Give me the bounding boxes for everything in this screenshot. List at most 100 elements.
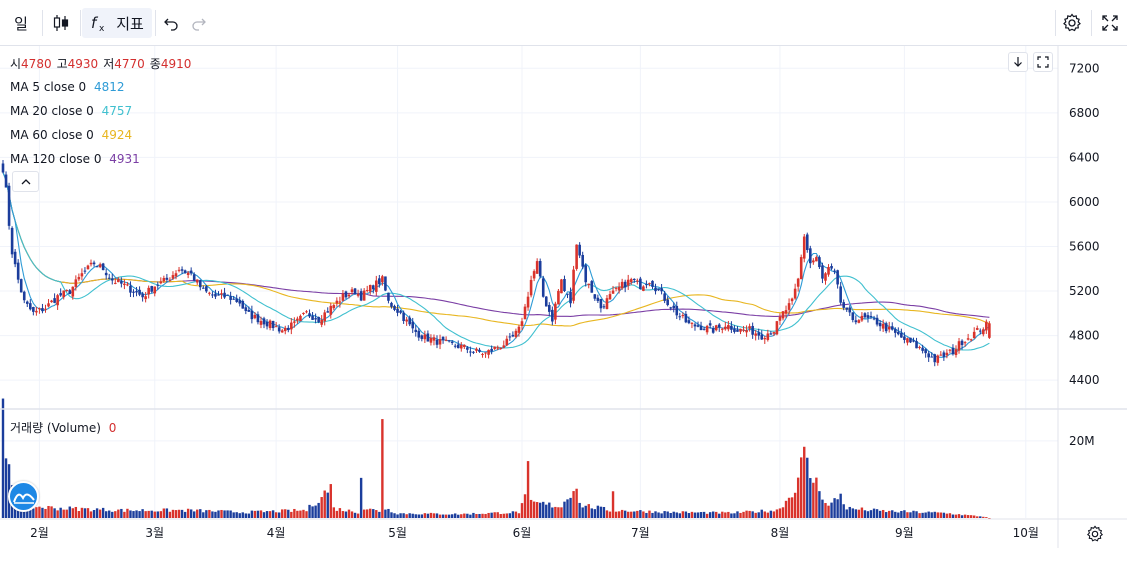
- volume-bar: [20, 507, 23, 518]
- fullscreen-icon: [1102, 15, 1118, 31]
- volume-bar: [754, 512, 757, 518]
- candle-body: [596, 297, 600, 301]
- volume-bar: [620, 509, 624, 518]
- volume-bar: [569, 497, 572, 518]
- legend-collapse-button[interactable]: [12, 171, 39, 192]
- candle-body: [924, 349, 927, 354]
- volume-bar: [186, 508, 190, 518]
- candles-icon: [53, 15, 69, 31]
- candle-body: [56, 295, 59, 306]
- volume-bar: [4, 458, 8, 518]
- candle-body: [171, 275, 175, 279]
- candle-body: [884, 323, 888, 332]
- candle-body: [317, 316, 320, 323]
- candle-body: [62, 290, 65, 298]
- candle-body: [232, 298, 235, 300]
- chart-type-button[interactable]: [46, 8, 76, 38]
- candle-body: [338, 301, 342, 303]
- candle-body: [982, 329, 985, 335]
- volume-bar: [948, 513, 952, 518]
- volume-bar: [375, 510, 378, 518]
- volume-bar: [897, 512, 900, 518]
- volume-bar: [296, 510, 299, 518]
- candle-body: [514, 330, 518, 338]
- volume-legend[interactable]: 거래량 (Volume) 0: [10, 421, 116, 435]
- ma5-legend[interactable]: MA 5 close 0 4812: [10, 80, 125, 94]
- candle-body: [778, 316, 782, 321]
- volume-bar: [602, 506, 606, 518]
- volume-bar: [693, 512, 697, 518]
- price-tick-label: 5200: [1069, 284, 1100, 298]
- volume-bar: [554, 506, 557, 518]
- candle-body: [226, 294, 229, 296]
- ma60-legend[interactable]: MA 60 close 0 4924: [10, 128, 132, 142]
- candle-body: [144, 296, 147, 300]
- candle-body: [939, 354, 943, 356]
- maximize-pane-button[interactable]: [1033, 52, 1053, 72]
- candle-body: [863, 313, 867, 318]
- fullscreen-button[interactable]: [1096, 8, 1124, 38]
- move-pane-down-button[interactable]: [1008, 52, 1028, 72]
- candle-body: [699, 325, 703, 331]
- candle-body: [217, 294, 220, 296]
- ma20-legend[interactable]: MA 20 close 0 4757: [10, 104, 132, 118]
- volume-bar: [366, 509, 369, 518]
- candle-body: [566, 293, 569, 295]
- volume-bar: [909, 512, 912, 518]
- price-tick-label: 4400: [1069, 373, 1100, 387]
- candle-body: [47, 303, 50, 307]
- candle-body: [165, 277, 169, 280]
- volume-bar: [211, 511, 214, 518]
- candle-body: [95, 266, 99, 268]
- volume-bar: [460, 514, 463, 518]
- toolbar-divider: [1091, 10, 1092, 36]
- volume-bar: [232, 512, 235, 518]
- candle-body: [966, 338, 970, 340]
- volume-bar: [435, 513, 439, 518]
- candle-body: [208, 292, 211, 294]
- volume-bar: [98, 509, 102, 518]
- svg-text:x: x: [99, 24, 105, 33]
- volume-bar: [733, 513, 736, 518]
- candle-body: [684, 313, 688, 323]
- volume-bar: [848, 506, 851, 518]
- volume-bar: [584, 505, 587, 518]
- candle-body: [739, 328, 742, 332]
- candle-body: [523, 306, 527, 320]
- candle-body: [848, 307, 852, 313]
- volume-bar: [378, 511, 381, 518]
- scale-settings-button[interactable]: [1084, 523, 1106, 545]
- volume-bar: [53, 508, 56, 518]
- candle-body: [107, 277, 111, 279]
- volume-bar: [915, 511, 918, 518]
- undo-button[interactable]: [158, 8, 184, 38]
- candle-body: [988, 323, 991, 338]
- volume-bar: [159, 511, 163, 518]
- candle-body: [326, 311, 330, 313]
- ma120-legend[interactable]: MA 120 close 0 4931: [10, 152, 140, 166]
- logo-badge[interactable]: [8, 481, 39, 512]
- candle-body: [508, 336, 512, 338]
- volume-bar: [793, 492, 797, 518]
- volume-bar: [177, 509, 181, 518]
- volume-bar: [988, 518, 991, 519]
- volume-bar: [563, 501, 566, 518]
- volume-bar: [235, 512, 238, 518]
- volume-bar: [830, 502, 833, 518]
- candle-body: [7, 185, 11, 226]
- settings-button[interactable]: [1058, 8, 1086, 38]
- interval-button[interactable]: 일: [6, 8, 36, 38]
- candle-body: [195, 279, 199, 283]
- volume-bar: [305, 511, 308, 518]
- indicators-button[interactable]: f x 지표: [82, 8, 152, 38]
- volume-bar: [432, 513, 436, 518]
- redo-button[interactable]: [186, 8, 212, 38]
- volume-bar: [189, 509, 193, 518]
- volume-bar: [165, 508, 169, 518]
- candle-body: [772, 332, 776, 334]
- candle-body: [720, 328, 724, 330]
- volume-bar: [454, 513, 457, 518]
- volume-bar: [535, 502, 539, 518]
- candle-body: [450, 341, 454, 344]
